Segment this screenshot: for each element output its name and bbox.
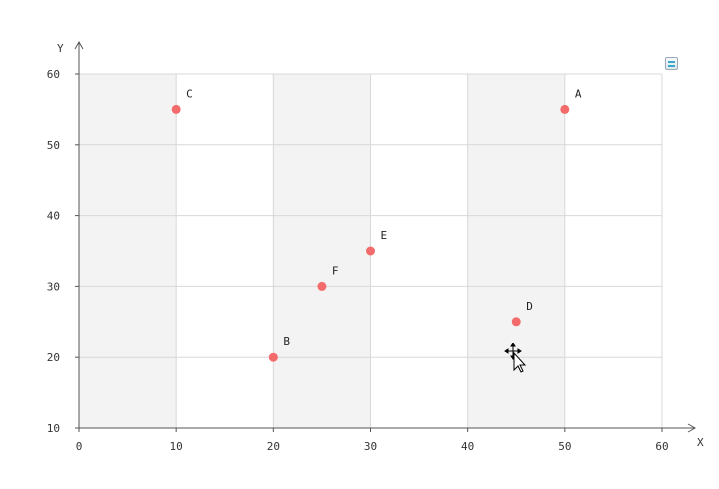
x-tick-label: 40 bbox=[461, 440, 474, 453]
data-point-b[interactable] bbox=[268, 352, 278, 362]
data-points: A B C D E F bbox=[171, 87, 582, 362]
x-tick-label: 60 bbox=[655, 440, 668, 453]
x-tick-label: 50 bbox=[558, 440, 571, 453]
point-label-d: D bbox=[526, 300, 533, 313]
data-point-d[interactable] bbox=[511, 317, 521, 327]
move-cursor-icon bbox=[504, 343, 527, 373]
menu-icon bbox=[668, 61, 675, 63]
y-tick-label: 50 bbox=[47, 139, 60, 152]
data-point-f[interactable] bbox=[317, 281, 327, 291]
plot-band bbox=[79, 74, 177, 428]
grid-lines bbox=[79, 73, 663, 428]
menu-button[interactable] bbox=[665, 57, 678, 70]
x-tick-label: 10 bbox=[170, 440, 183, 453]
point-label-a: A bbox=[575, 87, 582, 100]
x-tick-label: 0 bbox=[76, 440, 83, 453]
point-label-e: E bbox=[381, 229, 388, 242]
plot-bands bbox=[79, 74, 565, 428]
point-label-c: C bbox=[186, 87, 193, 100]
plot-band bbox=[273, 74, 371, 428]
y-tick-label: 20 bbox=[47, 351, 60, 364]
x-tick-label: 30 bbox=[364, 440, 377, 453]
x-tick-label: 20 bbox=[267, 440, 280, 453]
x-axis-title: X bbox=[697, 436, 704, 449]
y-axis-title: Y bbox=[57, 42, 64, 55]
tick-labels: 0 10 20 30 40 50 60 10 20 30 40 50 60 bbox=[47, 68, 669, 453]
point-label-b: B bbox=[283, 335, 290, 348]
x-axis-arrow-icon bbox=[687, 423, 697, 433]
data-point-a[interactable] bbox=[560, 104, 570, 114]
plot-band bbox=[467, 74, 565, 428]
data-point-c[interactable] bbox=[171, 104, 181, 114]
y-tick-label: 40 bbox=[47, 210, 60, 223]
point-label-f: F bbox=[332, 264, 339, 277]
y-tick-label: 60 bbox=[47, 68, 60, 81]
y-tick-label: 30 bbox=[47, 280, 60, 293]
data-point-e[interactable] bbox=[366, 246, 375, 256]
y-tick-label: 10 bbox=[47, 422, 60, 435]
y-axis-arrow-icon bbox=[74, 40, 84, 50]
menu-icon-bar bbox=[668, 65, 675, 67]
axes bbox=[74, 40, 697, 433]
